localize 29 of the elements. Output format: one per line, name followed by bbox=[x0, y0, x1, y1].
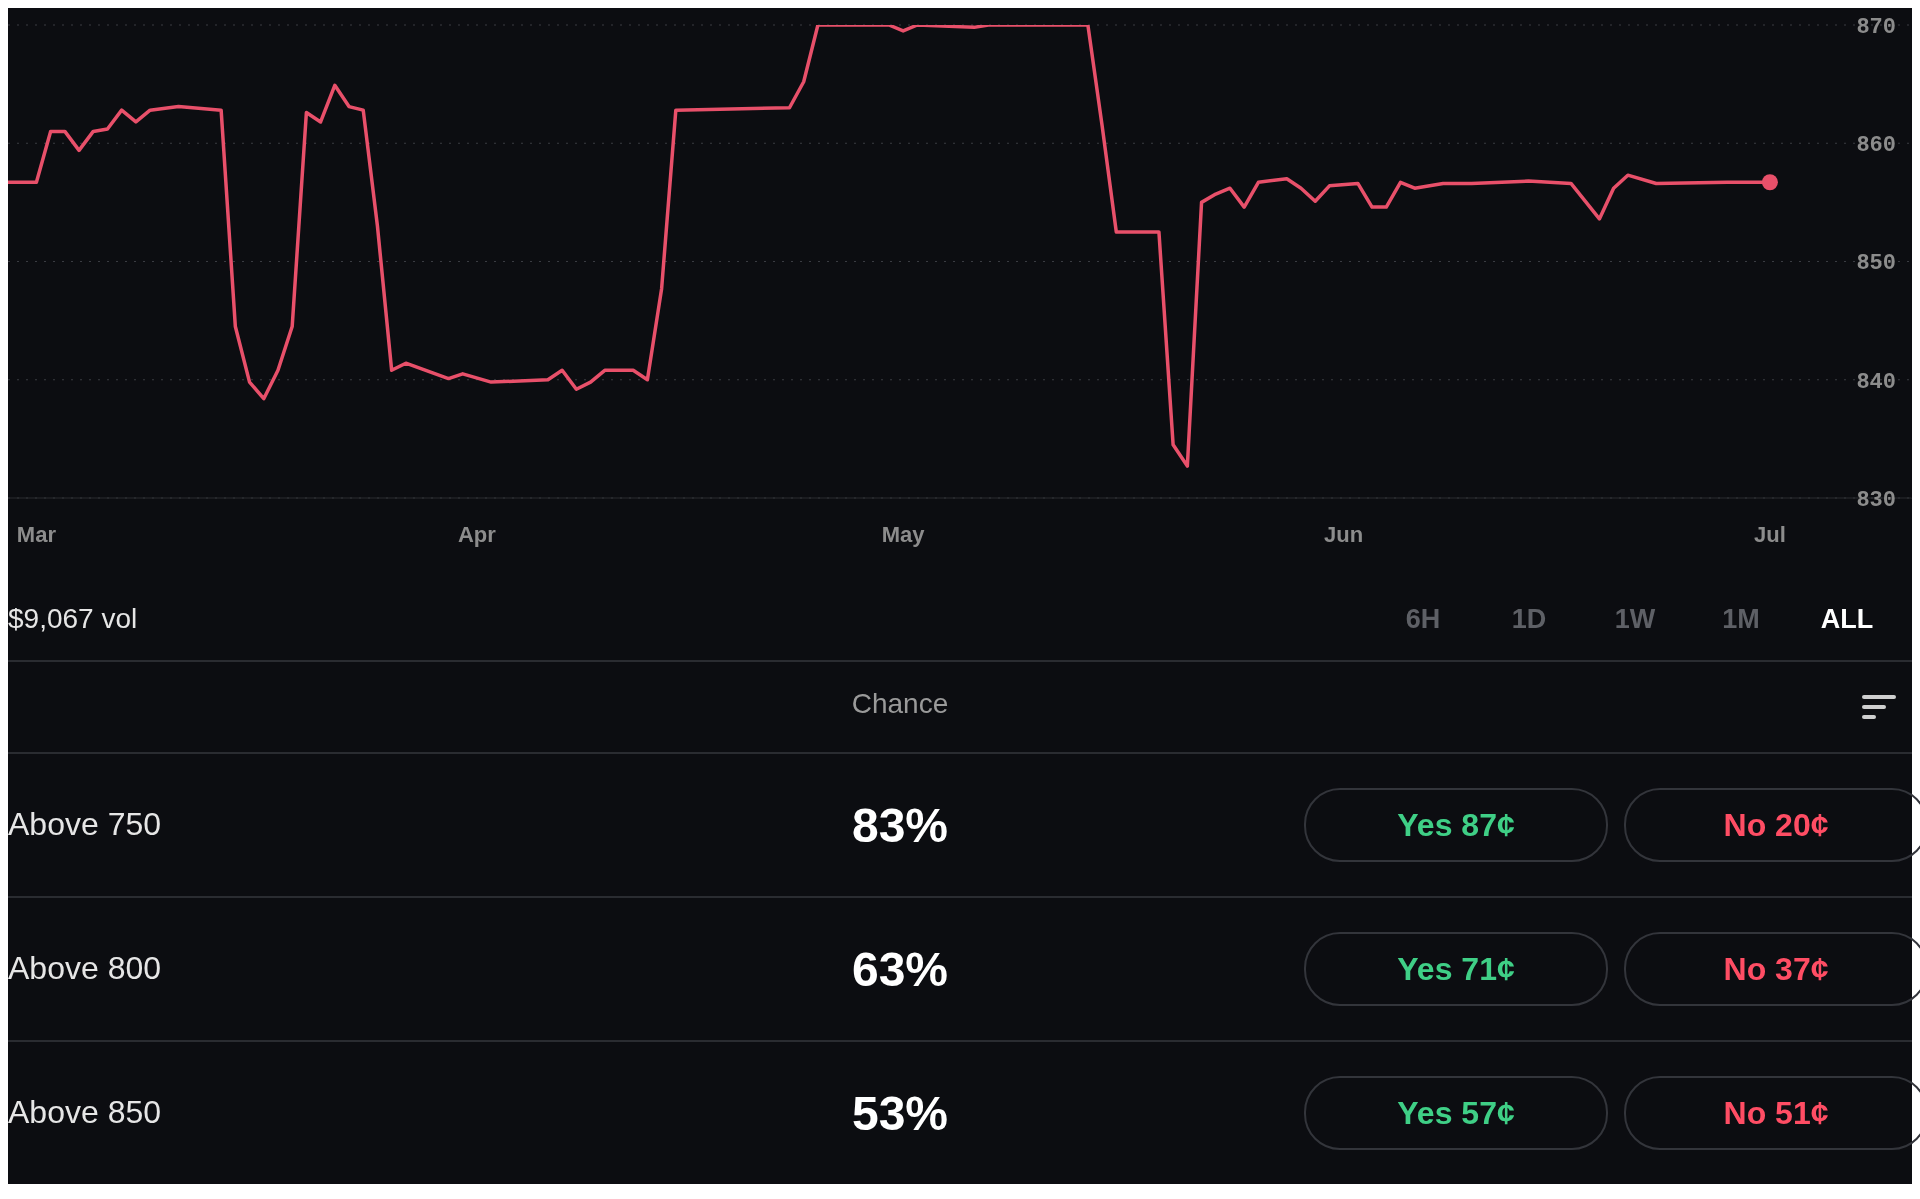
text: Above 800 bbox=[8, 950, 162, 987]
text: Above 750 bbox=[8, 806, 162, 843]
text: 83% bbox=[851, 798, 949, 853]
text: 1D bbox=[1510, 603, 1548, 635]
text: 6H bbox=[1404, 603, 1442, 635]
x-tick-label: Mar bbox=[16, 521, 57, 547]
y-tick-label: 850 bbox=[1856, 251, 1896, 277]
text: Yes 71¢ bbox=[1304, 932, 1608, 1006]
text: Above 850 bbox=[8, 1094, 162, 1131]
text: Yes 57¢ bbox=[1304, 1076, 1608, 1150]
y-tick-label: 870 bbox=[1856, 14, 1896, 40]
x-tick-label: Jun bbox=[1324, 521, 1364, 547]
y-tick-label: 860 bbox=[1856, 133, 1896, 159]
x-tick-label: Apr bbox=[457, 521, 497, 547]
text: 53% bbox=[851, 1086, 949, 1141]
text: Yes 87¢ bbox=[1304, 788, 1608, 862]
text: 63% bbox=[851, 942, 949, 997]
y-tick-label: 840 bbox=[1856, 369, 1896, 395]
x-tick-label: May bbox=[881, 521, 926, 547]
x-tick-label: Jul bbox=[1754, 521, 1786, 547]
text: No 37¢ bbox=[1624, 932, 1920, 1006]
text: 1W bbox=[1613, 603, 1657, 635]
text: ALL bbox=[1819, 603, 1875, 635]
text: No 51¢ bbox=[1624, 1076, 1920, 1150]
y-tick-label: 830 bbox=[1856, 487, 1896, 513]
text: No 20¢ bbox=[1624, 788, 1920, 862]
text: $9,067 vol bbox=[8, 603, 138, 635]
text: Chance bbox=[851, 688, 949, 720]
text: 1M bbox=[1721, 603, 1761, 635]
